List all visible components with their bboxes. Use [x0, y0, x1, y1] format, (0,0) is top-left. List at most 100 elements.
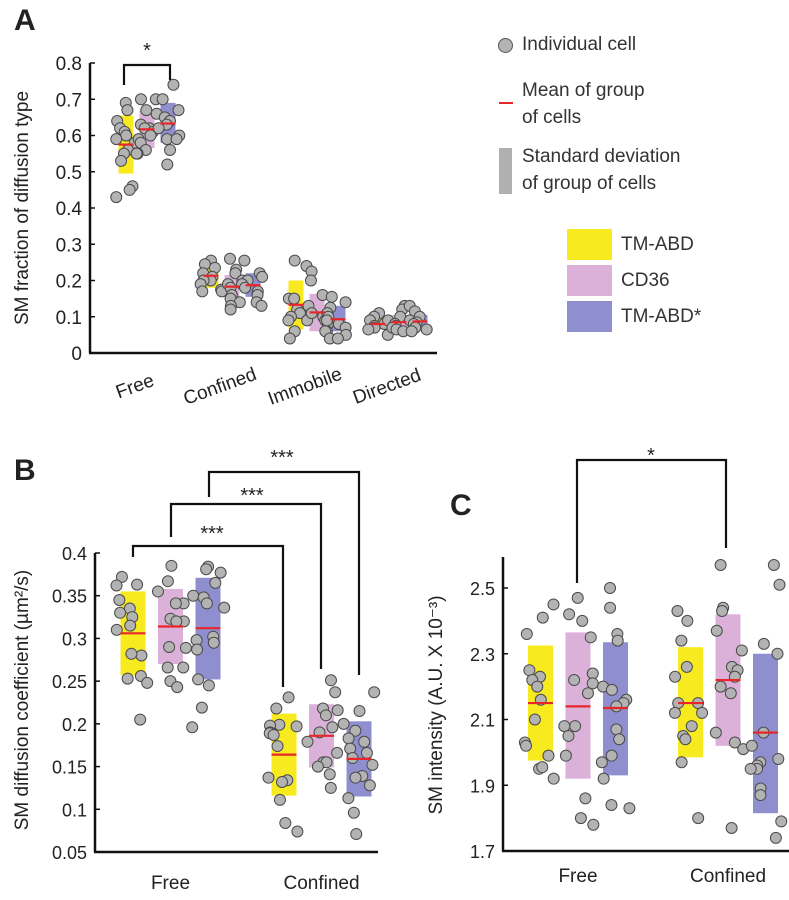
- y-tick-label: 0.8: [56, 54, 82, 75]
- data-point: [121, 104, 134, 117]
- y-tick-label: 0.1: [62, 800, 87, 820]
- y-tick-label: 0.7: [56, 90, 82, 111]
- data-point: [754, 789, 767, 802]
- y-axis-label-c: SM intensity (A.U. X 10⁻³): [426, 595, 447, 814]
- significance-label: ***: [200, 523, 224, 545]
- data-point: [584, 631, 597, 644]
- y-tick-label: 0.35: [52, 587, 87, 607]
- data-point: [156, 93, 169, 106]
- data-point: [339, 296, 352, 309]
- y-tick-label: 0.2: [62, 715, 87, 735]
- data-point: [728, 736, 741, 749]
- data-point: [161, 158, 174, 171]
- data-point: [291, 825, 304, 838]
- data-point: [311, 760, 324, 773]
- mean-line-icon: [499, 102, 513, 104]
- data-point: [256, 270, 269, 283]
- data-point: [301, 735, 314, 748]
- data-point: [239, 281, 252, 294]
- legend-cd36: CD36: [621, 270, 670, 291]
- data-point: [772, 752, 785, 765]
- data-point: [134, 713, 147, 726]
- cd36-swatch-icon: [567, 265, 612, 296]
- data-point: [131, 578, 144, 591]
- tm-abd-swatch-icon: [567, 229, 612, 260]
- y-tick-label: 1.7: [470, 842, 495, 862]
- data-point: [288, 254, 301, 267]
- data-point: [714, 680, 727, 693]
- data-point: [163, 640, 176, 653]
- data-point: [368, 686, 381, 699]
- data-point: [324, 781, 337, 794]
- data-point: [270, 702, 283, 715]
- data-point: [559, 749, 572, 762]
- legend-tm-abd: TM-ABD: [621, 234, 694, 255]
- data-point: [574, 812, 587, 825]
- data-point: [282, 691, 295, 704]
- data-point: [329, 686, 342, 699]
- data-point: [605, 749, 618, 762]
- data-point: [623, 802, 636, 815]
- significance-label: ***: [270, 447, 294, 469]
- data-point: [353, 705, 366, 718]
- data-point: [276, 775, 289, 788]
- panel-label-b: B: [14, 454, 36, 487]
- legend-individual-cell: Individual cell: [522, 34, 637, 55]
- data-point: [200, 597, 213, 610]
- data-point: [110, 191, 123, 204]
- data-point: [331, 704, 344, 717]
- data-point: [523, 664, 536, 677]
- data-point: [744, 762, 757, 775]
- data-point: [177, 661, 190, 674]
- data-point: [366, 758, 379, 771]
- y-tick-label: 0.3: [62, 629, 87, 649]
- data-point: [283, 332, 296, 345]
- data-point: [679, 733, 692, 746]
- data-point: [125, 647, 138, 660]
- data-point: [611, 634, 624, 647]
- tm-abd-star-swatch-icon: [567, 301, 612, 332]
- data-point: [520, 628, 533, 641]
- data-point: [769, 831, 782, 844]
- data-point: [675, 756, 688, 769]
- data-point: [171, 681, 184, 694]
- significance-bracket: [575, 458, 728, 583]
- data-point: [558, 720, 571, 733]
- data-point: [324, 674, 337, 687]
- data-point: [342, 792, 355, 805]
- significance-bracket: [131, 544, 285, 687]
- data-point: [325, 290, 338, 303]
- data-point: [191, 643, 204, 656]
- data-point: [519, 739, 532, 752]
- data-point: [597, 772, 610, 785]
- data-point: [255, 299, 268, 312]
- x-category-label: Directed: [350, 365, 424, 409]
- data-point: [114, 606, 127, 619]
- data-point: [141, 676, 154, 689]
- data-point: [568, 674, 581, 687]
- data-point: [668, 706, 681, 719]
- legend-sd-line2: of group of cells: [522, 173, 657, 194]
- data-point: [571, 591, 584, 604]
- data-point: [115, 154, 128, 167]
- y-tick-label: 0.6: [56, 127, 82, 148]
- data-point: [536, 611, 549, 624]
- data-point: [745, 739, 758, 752]
- data-point: [331, 746, 344, 759]
- data-point: [124, 619, 137, 632]
- data-point: [288, 292, 301, 305]
- standard-deviation-swatch-icon: [499, 148, 512, 194]
- data-point: [229, 267, 242, 280]
- data-point: [604, 601, 617, 614]
- data-point: [115, 570, 128, 583]
- y-tick-label: 0.3: [56, 235, 82, 256]
- legend-mean-line1: Mean of group: [522, 80, 645, 101]
- data-point: [685, 720, 698, 733]
- data-point: [140, 104, 153, 117]
- data-point: [587, 818, 600, 831]
- data-point: [323, 768, 336, 781]
- data-point: [405, 325, 418, 338]
- data-point: [113, 593, 126, 606]
- data-point: [209, 576, 222, 589]
